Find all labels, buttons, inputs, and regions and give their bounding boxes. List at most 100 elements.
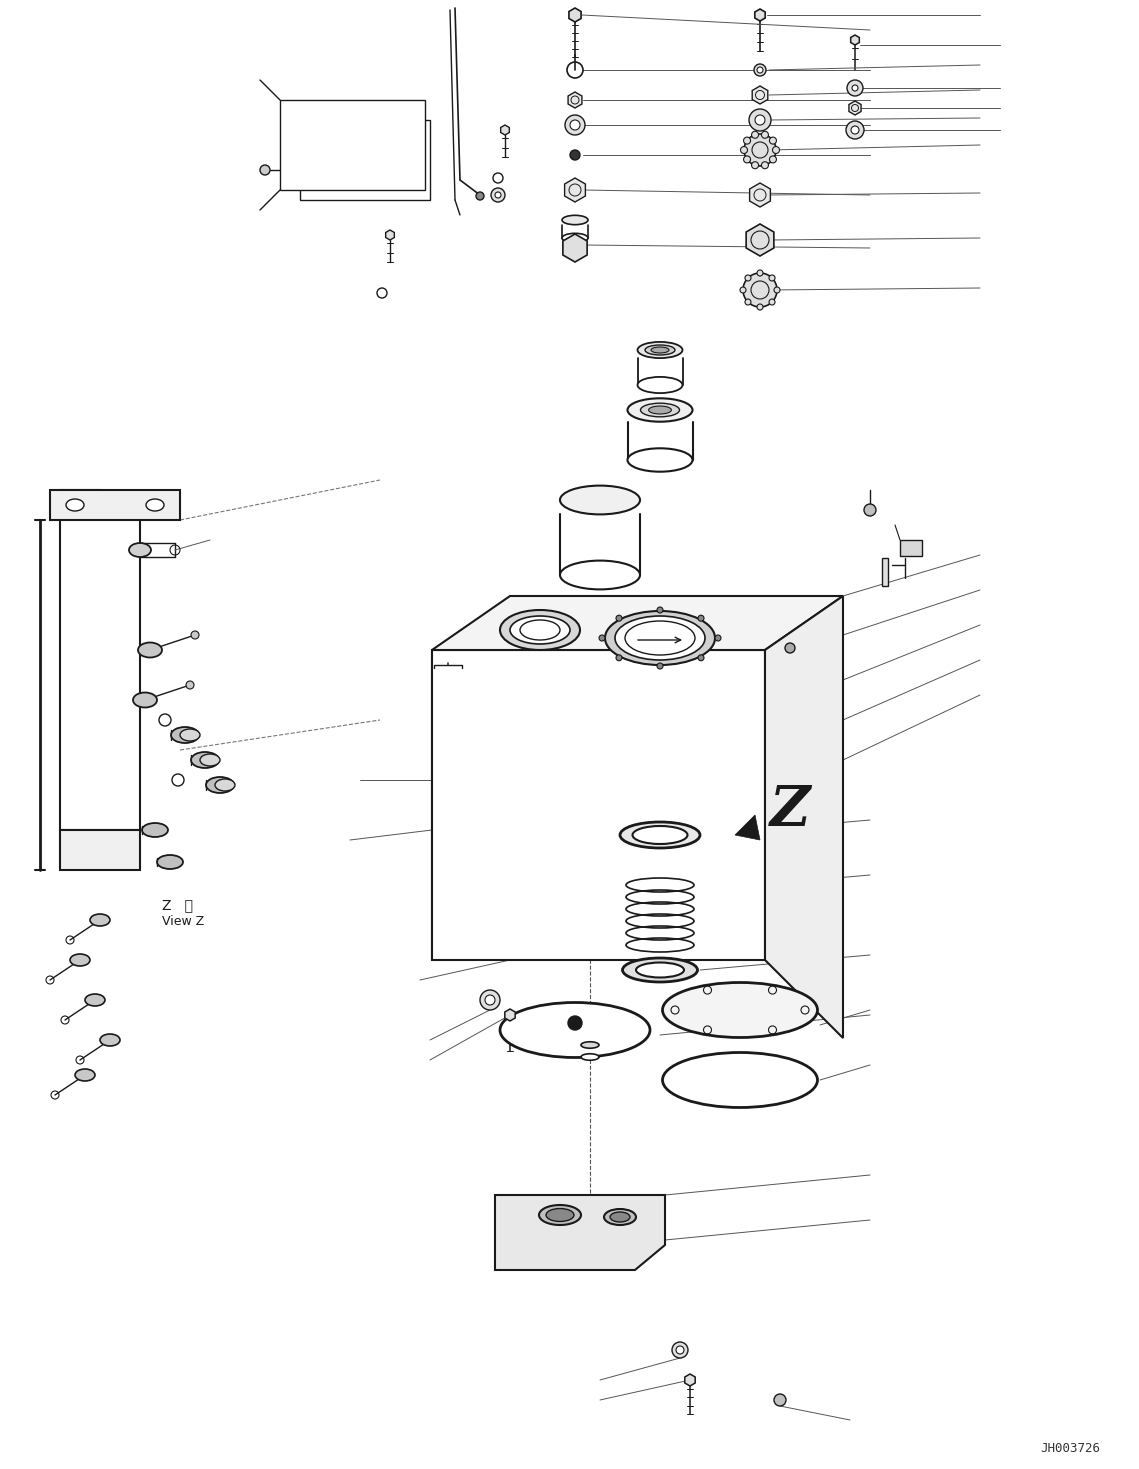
Polygon shape — [570, 7, 581, 22]
Bar — [900, 541, 921, 555]
Ellipse shape — [510, 616, 570, 643]
Circle shape — [770, 137, 777, 144]
Polygon shape — [851, 35, 859, 46]
Ellipse shape — [206, 777, 233, 793]
Text: Z   视: Z 视 — [162, 898, 192, 912]
Polygon shape — [563, 234, 587, 261]
Circle shape — [851, 126, 859, 134]
Circle shape — [752, 131, 759, 138]
Polygon shape — [746, 223, 773, 256]
Polygon shape — [565, 178, 585, 203]
Circle shape — [752, 162, 759, 169]
Circle shape — [599, 635, 605, 640]
Circle shape — [772, 147, 779, 153]
Circle shape — [762, 131, 769, 138]
Ellipse shape — [66, 499, 84, 511]
Circle shape — [757, 304, 763, 310]
Polygon shape — [60, 491, 140, 830]
Circle shape — [191, 632, 199, 639]
Circle shape — [745, 300, 751, 306]
Ellipse shape — [663, 1052, 818, 1108]
Circle shape — [657, 607, 663, 613]
Circle shape — [186, 682, 194, 689]
Circle shape — [865, 504, 876, 516]
Ellipse shape — [562, 216, 588, 225]
Ellipse shape — [648, 405, 671, 414]
Text: View Z: View Z — [162, 915, 204, 927]
Circle shape — [775, 286, 780, 292]
Ellipse shape — [500, 1002, 650, 1058]
Bar — [280, 100, 425, 190]
Circle shape — [260, 165, 270, 175]
Ellipse shape — [623, 958, 697, 981]
Circle shape — [775, 1394, 786, 1406]
Circle shape — [677, 1346, 685, 1354]
Polygon shape — [752, 87, 768, 104]
Circle shape — [476, 192, 484, 200]
Ellipse shape — [142, 823, 167, 837]
Circle shape — [744, 156, 751, 163]
Polygon shape — [501, 125, 509, 135]
Ellipse shape — [500, 610, 580, 649]
Circle shape — [743, 273, 777, 307]
Ellipse shape — [652, 347, 669, 353]
Circle shape — [568, 1017, 582, 1030]
Ellipse shape — [663, 983, 818, 1037]
Circle shape — [757, 68, 763, 73]
Circle shape — [745, 275, 751, 281]
Circle shape — [491, 188, 505, 203]
Ellipse shape — [129, 544, 151, 557]
Circle shape — [770, 156, 777, 163]
Ellipse shape — [611, 1212, 630, 1222]
Ellipse shape — [560, 561, 640, 589]
Ellipse shape — [636, 962, 685, 977]
Circle shape — [570, 150, 580, 160]
Text: Z: Z — [770, 783, 810, 837]
Polygon shape — [495, 1194, 665, 1271]
Polygon shape — [432, 649, 765, 961]
Circle shape — [570, 120, 580, 129]
Ellipse shape — [628, 448, 693, 472]
Ellipse shape — [133, 692, 157, 708]
Circle shape — [657, 663, 663, 668]
Ellipse shape — [560, 486, 640, 514]
Circle shape — [495, 192, 501, 198]
Circle shape — [616, 616, 622, 621]
Circle shape — [480, 990, 500, 1011]
Polygon shape — [505, 1009, 515, 1021]
Ellipse shape — [191, 752, 219, 768]
Circle shape — [698, 655, 704, 661]
Circle shape — [755, 115, 765, 125]
Circle shape — [740, 147, 747, 153]
Ellipse shape — [632, 826, 688, 845]
Circle shape — [616, 655, 622, 661]
Ellipse shape — [640, 403, 680, 417]
Bar — [882, 558, 888, 586]
Ellipse shape — [85, 995, 105, 1006]
Circle shape — [762, 162, 769, 169]
Ellipse shape — [638, 378, 682, 394]
Polygon shape — [749, 184, 770, 207]
Ellipse shape — [638, 342, 682, 358]
Ellipse shape — [75, 1069, 95, 1081]
Circle shape — [744, 134, 776, 166]
Ellipse shape — [604, 1209, 636, 1225]
Polygon shape — [386, 231, 394, 239]
Circle shape — [852, 85, 858, 91]
Circle shape — [754, 65, 767, 76]
Ellipse shape — [215, 779, 235, 790]
Polygon shape — [685, 1374, 695, 1385]
Polygon shape — [50, 491, 180, 520]
Polygon shape — [755, 9, 765, 21]
Circle shape — [715, 635, 721, 640]
Circle shape — [744, 137, 751, 144]
Ellipse shape — [157, 855, 183, 870]
Bar — [300, 120, 431, 200]
Ellipse shape — [581, 1053, 599, 1061]
Ellipse shape — [546, 1209, 574, 1222]
Circle shape — [769, 300, 775, 306]
Circle shape — [672, 1343, 688, 1357]
Text: JH003726: JH003726 — [1040, 1441, 1100, 1454]
Ellipse shape — [100, 1034, 120, 1046]
Polygon shape — [568, 93, 582, 109]
